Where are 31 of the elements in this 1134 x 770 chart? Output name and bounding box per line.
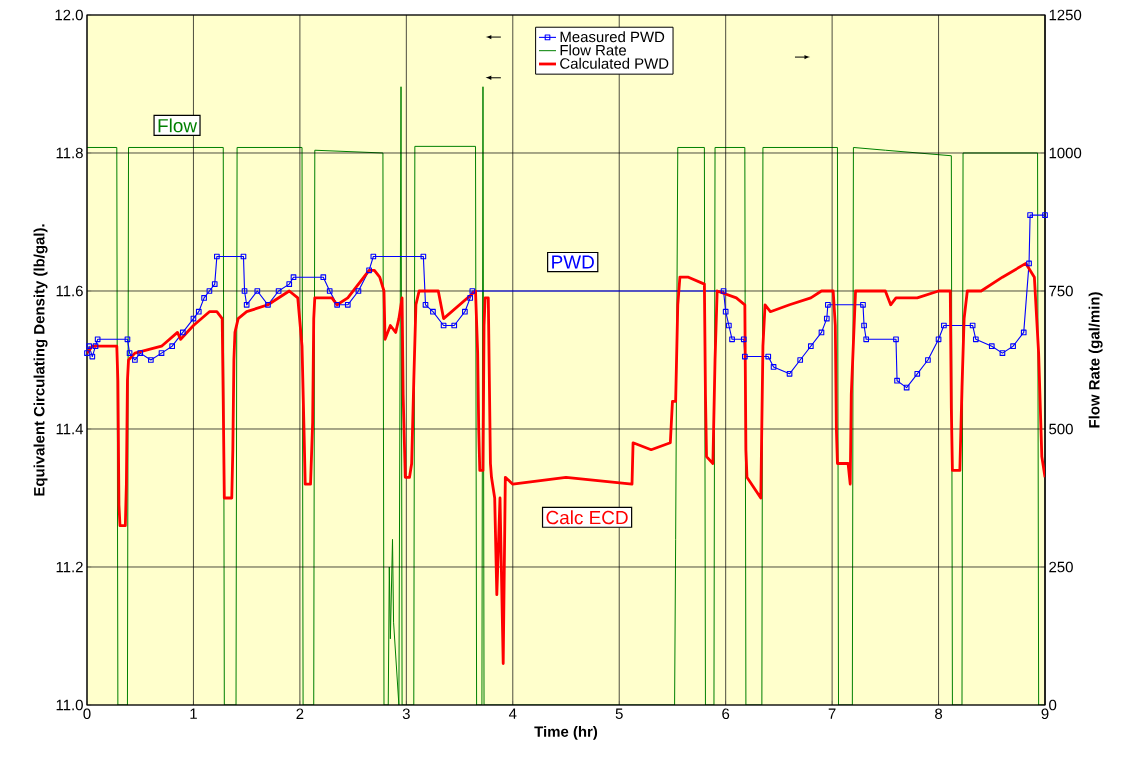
x-axis-title: Time (hr): [534, 725, 598, 740]
x-tick-label: 2: [296, 708, 304, 719]
x-tick-label: 4: [508, 708, 517, 719]
x-tick-label: 3: [402, 708, 410, 720]
y2-tick-label: 250: [1049, 561, 1073, 573]
y2-axis-title: Flow Rate (gal/min): [1088, 292, 1103, 428]
y-tick-label: 11.6: [56, 285, 83, 297]
y-tick-label: 11.4: [56, 423, 84, 435]
y-axis-title: Equivalent Circulating Density (lb/gal).: [33, 224, 48, 496]
legend-label: Flow Rate: [560, 44, 626, 56]
annotation: Calc ECD: [546, 510, 628, 525]
y2-tick-label: 0: [1049, 699, 1057, 711]
y2-tick-label: 1250: [1049, 9, 1082, 21]
x-tick-label: 8: [935, 708, 943, 720]
y-tick-label: 11.8: [56, 147, 83, 159]
y-tick-label: 12.0: [55, 9, 83, 21]
legend-label: Measured PWD: [560, 31, 665, 43]
y2-tick-label: 1000: [1049, 147, 1082, 159]
legend-label: Calculated PWD: [560, 57, 669, 69]
y-tick-label: 11.2: [56, 561, 83, 573]
x-tick-label: 5: [615, 708, 623, 719]
y2-tick-label: 750: [1049, 285, 1073, 297]
x-tick-label: 6: [722, 708, 730, 720]
y2-tick-label: 500: [1049, 423, 1073, 435]
x-tick-label: 1: [190, 708, 197, 719]
annotation: Flow: [158, 118, 198, 133]
y-tick-label: 11.0: [56, 699, 83, 711]
x-tick-label: 0: [83, 708, 91, 720]
x-tick-label: 9: [1041, 708, 1049, 720]
x-tick-label: 7: [828, 708, 836, 719]
annotation: PWD: [552, 255, 594, 269]
